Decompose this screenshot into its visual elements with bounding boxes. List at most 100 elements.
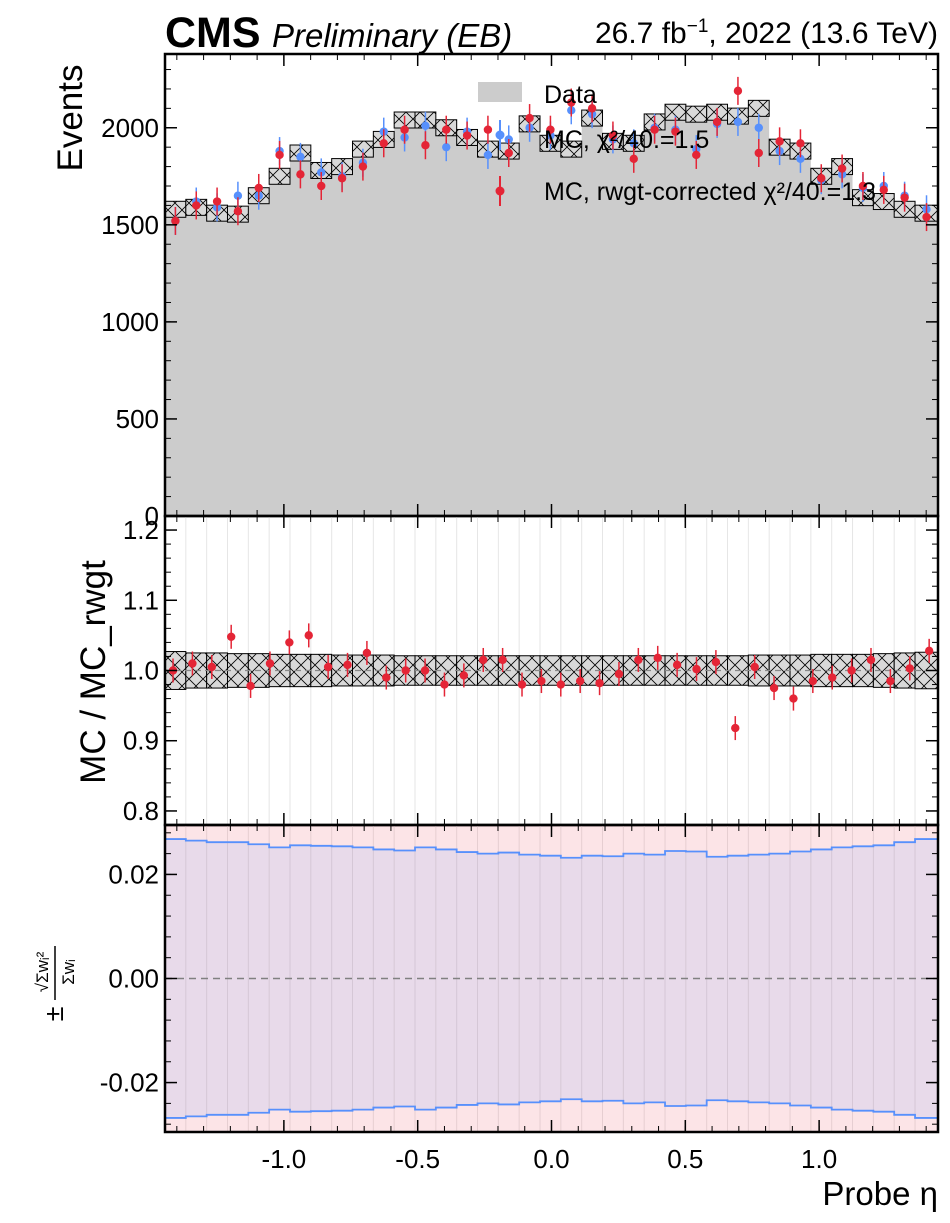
mc-rwgt-point (712, 117, 722, 127)
legend-mc-label: MC, χ²/40.=1.5 (544, 126, 709, 154)
ratio-point (905, 664, 914, 673)
lower-y-label: ± √Σwᵢ² Σwᵢ (33, 946, 78, 1021)
data-histogram (165, 108, 938, 516)
ratio-point (362, 648, 372, 658)
ratio-point (808, 676, 818, 686)
mc-rwgt-point (337, 174, 347, 183)
ratio-point (498, 655, 507, 665)
legend-data-swatch (478, 82, 522, 102)
ratio-point (226, 632, 236, 641)
ratio-point (304, 631, 313, 640)
mc-rwgt-point (233, 207, 243, 216)
mc-point (483, 150, 493, 160)
mc-rwgt-point (608, 131, 618, 140)
ratio-point (343, 660, 352, 670)
ratio-point (711, 657, 721, 667)
mc-rwgt-point (462, 131, 472, 140)
mc-point (796, 154, 805, 164)
mc-rwgt-point (922, 212, 931, 222)
ratio-point (420, 666, 430, 675)
mc-rwgt-point (400, 125, 409, 134)
ratio-point (924, 646, 934, 656)
main-y-tick-label: 500 (116, 404, 159, 434)
legend-rwgt-label: MC, rwgt-corrected χ²/40.=1.3 (544, 178, 876, 206)
mc-point (233, 191, 243, 200)
ratio-point (614, 669, 624, 679)
ratio-point (537, 676, 546, 686)
x-tick-label: 0.0 (533, 1144, 569, 1174)
mc-point (442, 142, 451, 152)
mc-rwgt-point (254, 183, 263, 193)
ratio-point (653, 653, 662, 663)
cms-brand: CMS (165, 9, 261, 57)
x-tick-label: -0.5 (395, 1144, 440, 1174)
ratio-point (188, 659, 197, 668)
lower-y-tick-label: -0.02 (100, 1068, 159, 1098)
ratio-y-tick-label: 1.0 (123, 656, 159, 686)
mc-rwgt-point (650, 125, 659, 134)
mc-rwgt-point (275, 150, 284, 160)
ratio-point (672, 660, 682, 670)
ratio-y-label: MC / MC_rwgt (74, 560, 113, 784)
mc-rwgt-point (796, 139, 805, 148)
mc-point (421, 121, 430, 131)
ratio-y-tick-label: 0.8 (123, 796, 159, 826)
ratio-point (634, 655, 643, 665)
ratio-point (750, 662, 759, 672)
mc-point (733, 117, 743, 127)
main-plot-area (165, 76, 938, 516)
mc-rwgt-point (858, 181, 868, 191)
mc-rwgt-point (442, 125, 451, 134)
lower-panel: -0.02 0.00 0.02 -1.0 -0.5 0.0 0.5 1.0 (100, 823, 940, 1174)
ratio-point (517, 680, 527, 689)
mc-rwgt-point (358, 162, 368, 171)
lower-plot-area (165, 825, 938, 1132)
ratio-point (246, 681, 255, 691)
ratio-point (323, 662, 333, 672)
mc-rwgt-point (817, 174, 826, 183)
main-y-tick-label: 1000 (101, 307, 159, 337)
main-y-tick-label: 2000 (101, 113, 159, 143)
lower-y-tick-label: 0.02 (108, 859, 159, 889)
ratio-point (692, 664, 701, 674)
lower-mc-upper (165, 838, 938, 859)
ratio-point (401, 666, 410, 675)
mc-point (296, 152, 305, 162)
x-tick-label: 1.0 (801, 1144, 837, 1174)
main-y-tick-label: 0 (145, 501, 159, 531)
x-tick-label: 0.5 (667, 1144, 703, 1174)
main-y-tick-label: 1500 (101, 210, 159, 240)
lower-mc-lower (165, 1098, 938, 1119)
mc-rwgt-point (879, 185, 888, 195)
legend-mc-marker (495, 130, 505, 140)
data-error-box (560, 140, 583, 158)
preliminary-label: Preliminary (EB) (272, 17, 512, 54)
ratio-point (731, 723, 740, 733)
ratio-y-tick-label: 0.9 (123, 726, 159, 756)
mc-rwgt-point (525, 113, 534, 123)
mc-rwgt-point (192, 201, 201, 210)
legend-data-label: Data (544, 81, 597, 109)
data-error-box (685, 105, 708, 123)
ratio-point (886, 676, 895, 686)
ratio-point (769, 683, 779, 693)
ratio-plot-area (165, 516, 938, 825)
lower-y-label-num: √Σwᵢ² (33, 951, 52, 992)
mc-rwgt-point (567, 98, 576, 107)
mc-rwgt-point (900, 193, 909, 202)
mc-rwgt-point (317, 181, 326, 191)
mc-rwgt-point (546, 125, 555, 134)
ratio-point (847, 666, 856, 675)
lower-y-label-pm: ± (39, 1007, 69, 1022)
mc-rwgt-point (483, 125, 493, 134)
mc-rwgt-point (504, 148, 513, 158)
ratio-point (440, 680, 449, 689)
ratio-y-tick-label: 1.1 (123, 585, 159, 615)
ratio-point (285, 638, 294, 647)
mc-rwgt-point (421, 141, 430, 150)
main-panel: 0 500 1000 1500 2000 (101, 52, 940, 531)
lumi-label: 26.7 fb−1, 2022 (13.6 TeV) (595, 16, 938, 50)
lower-y-label-den: Σwᵢ (59, 959, 78, 984)
legend-rwgt-marker (495, 186, 505, 196)
